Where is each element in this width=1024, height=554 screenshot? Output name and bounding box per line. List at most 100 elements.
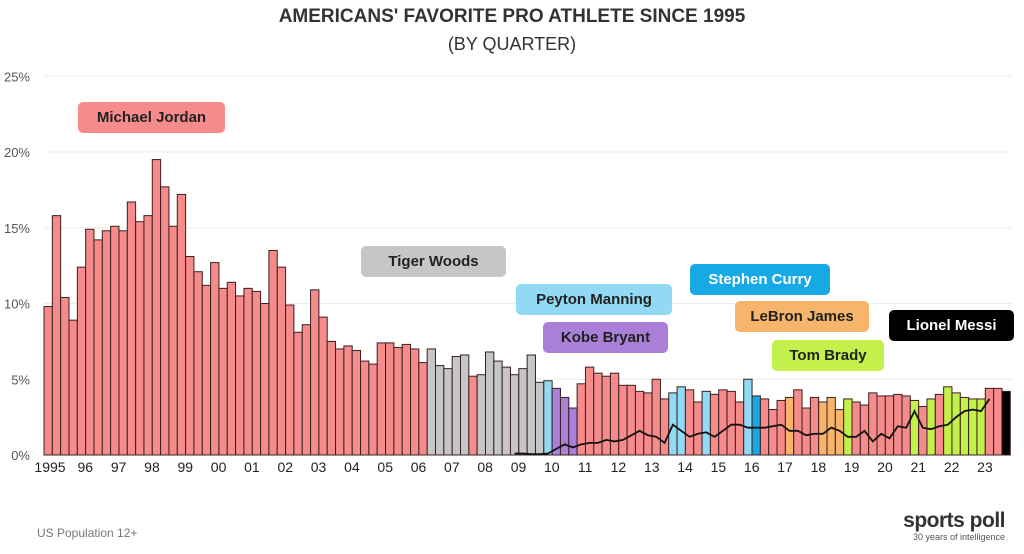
bar (435, 365, 445, 456)
bar (659, 398, 670, 456)
bar (85, 228, 95, 456)
bar (493, 360, 503, 456)
x-tick-label: 13 (644, 459, 660, 475)
bar (118, 230, 128, 456)
bar (509, 374, 520, 456)
x-tick-label: 04 (344, 459, 360, 475)
bar (476, 374, 486, 456)
bar (235, 295, 245, 456)
bar (151, 159, 162, 456)
x-tick-label: 09 (511, 459, 527, 475)
bar (734, 401, 745, 456)
bar (901, 395, 911, 456)
logo-tagline: 30 years of intelligence (912, 532, 1005, 542)
bar (501, 366, 511, 456)
bar (784, 396, 795, 456)
bar (168, 225, 178, 456)
y-tick-label: 20% (4, 145, 30, 160)
messi-trend-line (514, 398, 991, 456)
legend-label-michael-jordan: Michael Jordan (78, 102, 225, 133)
bar (43, 306, 53, 456)
bar (201, 284, 212, 456)
bar (243, 287, 253, 456)
bar (743, 378, 753, 456)
bar (534, 381, 545, 456)
sports-poll-logo: sports poll 30 years of intelligence (880, 509, 1005, 543)
x-tick-label: 99 (177, 459, 193, 475)
bar (801, 407, 811, 456)
bar (618, 384, 628, 456)
x-tick-label: 00 (211, 459, 227, 475)
bar (884, 395, 895, 456)
bar (176, 193, 187, 456)
x-tick-label: 17 (777, 459, 793, 475)
bar (443, 368, 453, 456)
bar (110, 225, 120, 456)
bar (135, 221, 145, 456)
x-tick-label: 02 (277, 459, 293, 475)
bar (693, 401, 703, 456)
bar (276, 266, 287, 456)
x-tick-label: 12 (611, 459, 627, 475)
bar (76, 266, 87, 456)
legend-label-peyton-manning: Peyton Manning (516, 284, 672, 315)
bar (126, 201, 137, 456)
bar (609, 372, 620, 456)
bar (410, 348, 420, 456)
legend-label-stephen-curry: Stephen Curry (690, 264, 830, 295)
legend-label-kobe-bryant: Kobe Bryant (543, 322, 668, 353)
bar (876, 395, 886, 456)
x-tick-label: 97 (111, 459, 127, 475)
bar (701, 390, 711, 456)
bar (93, 239, 103, 456)
bar (426, 348, 437, 456)
bar (951, 392, 961, 456)
bar (634, 390, 645, 456)
bar (934, 393, 945, 456)
bar (993, 387, 1003, 456)
x-tick-label: 16 (744, 459, 760, 475)
bar (984, 387, 995, 456)
bar (51, 215, 62, 456)
bar (926, 398, 936, 456)
chart-title: AMERICANS' FAVORITE PRO ATHLETE SINCE 19… (278, 6, 746, 27)
bar (451, 356, 462, 456)
bar (393, 346, 403, 456)
bar (626, 384, 636, 456)
bar (60, 296, 70, 456)
bar (460, 354, 470, 456)
bar (709, 393, 720, 456)
bar (218, 287, 228, 456)
bar (468, 375, 478, 456)
bar (809, 396, 820, 456)
logo-name: sports poll (903, 509, 1005, 532)
bar (551, 387, 561, 456)
bar (360, 360, 370, 456)
x-tick-label: 23 (977, 459, 993, 475)
bar (518, 368, 528, 456)
x-tick-label: 07 (444, 459, 460, 475)
bar (893, 393, 903, 456)
x-tick-label: 06 (411, 459, 427, 475)
chart-subtitle: (BY QUARTER) (447, 34, 577, 54)
bar (718, 389, 728, 456)
x-tick-label: 05 (377, 459, 393, 475)
population-note: US Population 12+ (37, 526, 138, 540)
bar (676, 386, 686, 456)
bar (584, 366, 595, 456)
bar (368, 363, 378, 456)
x-tick-label: 96 (78, 459, 94, 475)
bar (643, 392, 653, 456)
bar (335, 348, 345, 456)
bar (684, 389, 695, 456)
x-tick-label: 20 (877, 459, 893, 475)
bar (185, 256, 195, 456)
bar (751, 395, 761, 456)
bar (826, 396, 836, 456)
bar (143, 215, 153, 456)
bar (918, 406, 928, 456)
legend-label-lionel-messi: Lionel Messi (889, 310, 1014, 341)
bar (909, 399, 920, 456)
bar (768, 409, 778, 456)
